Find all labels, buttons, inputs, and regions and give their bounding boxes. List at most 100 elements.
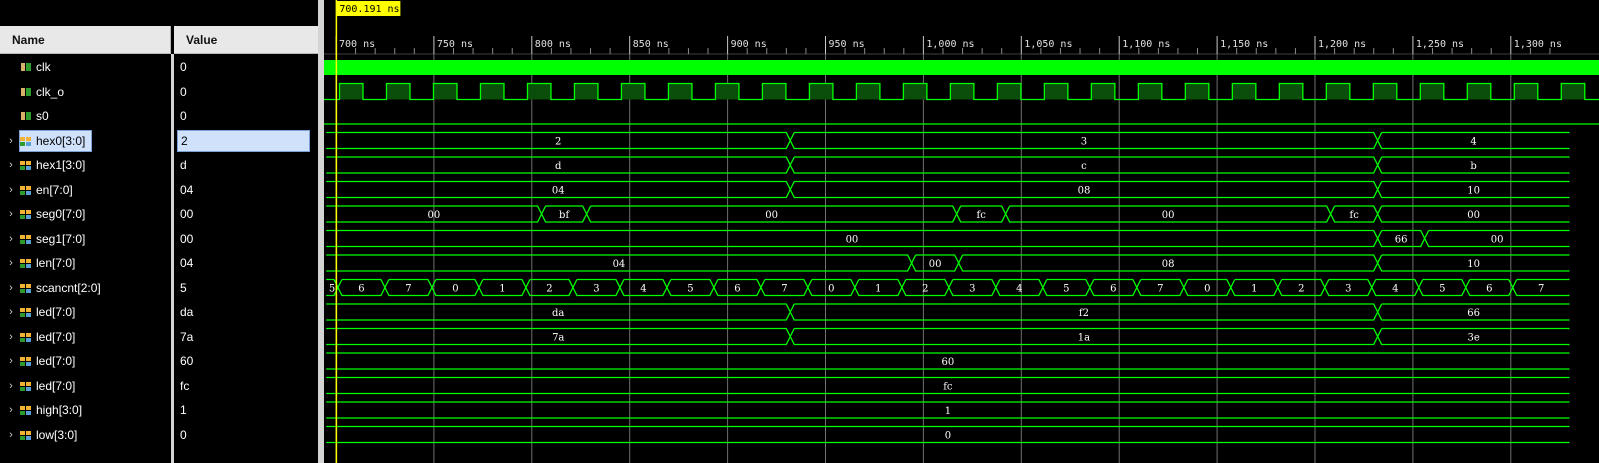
chevron-right-icon[interactable]: › bbox=[9, 281, 13, 294]
bus-segment bbox=[1512, 278, 1570, 297]
bus-segment bbox=[1376, 131, 1570, 150]
bus-value-label: 3 bbox=[593, 284, 599, 295]
pane-splitter[interactable] bbox=[318, 0, 324, 463]
signal-row[interactable]: s0 0 bbox=[0, 104, 318, 129]
signal-row[interactable]: › led[7:0] 60 bbox=[0, 349, 318, 374]
bus-value-label: 1a bbox=[1078, 333, 1090, 344]
bus-signal-icon bbox=[20, 136, 31, 146]
bus-signal-icon bbox=[20, 234, 31, 244]
bus-value-label: 10 bbox=[1467, 186, 1480, 197]
bus-value-label: 66 bbox=[1395, 235, 1408, 246]
bus-signal-icon bbox=[20, 161, 31, 170]
chevron-right-icon[interactable]: › bbox=[9, 428, 13, 441]
bus-segment bbox=[854, 278, 903, 297]
signal-row[interactable]: › led[7:0] da bbox=[0, 300, 318, 325]
bus-segment bbox=[1089, 278, 1138, 297]
timeline-label: 700 ns bbox=[339, 39, 375, 50]
signal-name: led[7:0] bbox=[36, 329, 76, 344]
clock-high-fill bbox=[1467, 83, 1491, 100]
bus-segment bbox=[1371, 278, 1420, 297]
chevron-right-icon[interactable]: › bbox=[9, 355, 13, 367]
bus-segment bbox=[789, 303, 1379, 321]
bus-value-label: 00 bbox=[1491, 235, 1504, 246]
bus-segment bbox=[619, 278, 668, 297]
bus-value-label: 0 bbox=[452, 284, 458, 295]
name-column-header[interactable]: Name bbox=[0, 26, 171, 54]
signal-row[interactable]: › led[7:0] fc bbox=[0, 374, 318, 399]
bus-value-label: 2 bbox=[555, 137, 561, 148]
chevron-right-icon[interactable]: › bbox=[9, 330, 13, 343]
bus-value-label: 6 bbox=[734, 284, 740, 295]
bus-segment bbox=[1230, 278, 1279, 297]
bit-signal-icon bbox=[21, 87, 31, 96]
clock-high-fill bbox=[339, 83, 363, 100]
chevron-right-icon[interactable]: › bbox=[9, 232, 13, 245]
chevron-right-icon[interactable]: › bbox=[9, 257, 13, 269]
signal-value: da bbox=[180, 305, 194, 319]
bus-value-label: 08 bbox=[1078, 186, 1091, 197]
chevron-right-icon[interactable]: › bbox=[9, 134, 13, 147]
bit-signal-icon bbox=[21, 63, 31, 71]
chevron-right-icon[interactable]: › bbox=[9, 208, 13, 220]
signal-value: 2 bbox=[177, 129, 310, 152]
signal-value: 0 bbox=[180, 60, 187, 74]
signal-row[interactable]: › en[7:0] 04 bbox=[0, 178, 318, 203]
signal-name: seg0[7:0] bbox=[36, 207, 86, 221]
bus-value-label: 1 bbox=[945, 406, 951, 417]
signal-row[interactable]: › len[7:0] 04 bbox=[0, 251, 318, 276]
bus-segment bbox=[431, 278, 480, 297]
value-column-header[interactable]: Value bbox=[174, 26, 318, 54]
signal-row[interactable]: › seg0[7:0] 00 bbox=[0, 202, 318, 227]
bus-value-label: c bbox=[1081, 161, 1087, 172]
chevron-right-icon[interactable]: › bbox=[9, 159, 13, 171]
signal-row[interactable]: › scancnt[2:0] 5 bbox=[0, 276, 318, 301]
bus-value-label: 60 bbox=[942, 357, 955, 368]
bus-value-label: 4 bbox=[640, 284, 646, 295]
chevron-right-icon[interactable]: › bbox=[9, 404, 13, 416]
chevron-right-icon[interactable]: › bbox=[9, 379, 13, 392]
bus-segment bbox=[789, 180, 1379, 199]
clock-high-fill bbox=[1091, 83, 1115, 100]
signal-name: hex1[3:0] bbox=[36, 158, 86, 172]
clock-waveform bbox=[324, 82, 1599, 101]
signal-row[interactable]: › low[3:0] 0 bbox=[0, 423, 318, 448]
timeline-label: 1,050 ns bbox=[1024, 39, 1072, 50]
clock-high-fill bbox=[1326, 83, 1350, 100]
clock-high-fill bbox=[1044, 83, 1068, 100]
signal-row[interactable]: clk_o 0 bbox=[0, 80, 318, 105]
bus-signal-icon bbox=[20, 381, 31, 391]
chevron-right-icon[interactable]: › bbox=[9, 183, 13, 196]
bus-value-label: d bbox=[555, 161, 562, 172]
bus-value-label: 66 bbox=[1467, 308, 1480, 319]
signal-row[interactable]: › seg1[7:0] 00 bbox=[0, 227, 318, 252]
bus-segment bbox=[585, 205, 958, 223]
timeline-label: 1,300 ns bbox=[1514, 39, 1562, 50]
bus-value-label: 3 bbox=[1345, 284, 1351, 295]
signal-value: fc bbox=[180, 378, 190, 393]
signal-row[interactable]: clk 0 bbox=[0, 55, 318, 80]
timeline-label: 750 ns bbox=[437, 39, 473, 50]
signal-name: led[7:0] bbox=[36, 305, 76, 319]
signal-row[interactable]: › led[7:0] 7a bbox=[0, 325, 318, 350]
bus-value-label: 08 bbox=[1162, 259, 1175, 270]
bus-value-label: 00 bbox=[765, 210, 778, 221]
bus-value-label: 04 bbox=[552, 186, 565, 197]
clock-high-fill bbox=[574, 83, 598, 100]
bus-segment bbox=[760, 278, 809, 297]
clock-high-fill bbox=[433, 83, 457, 100]
signal-row[interactable]: › hex1[3:0] d bbox=[0, 153, 318, 178]
signal-row[interactable]: › high[3:0] 1 bbox=[0, 398, 318, 423]
bus-value-label: 4 bbox=[1016, 284, 1022, 295]
chevron-right-icon[interactable]: › bbox=[9, 306, 13, 318]
waveform-panel[interactable]: 700 ns 750 ns 800 ns 850 ns 900 ns 950 ns 1,00… bbox=[324, 0, 1599, 463]
bus-segment bbox=[910, 254, 960, 272]
clock-high-fill bbox=[527, 83, 551, 100]
clock-waveform bbox=[324, 60, 1599, 75]
bus-value-label: 7 bbox=[1538, 284, 1544, 295]
signal-row[interactable]: › hex0[3:0] 2 bbox=[0, 129, 318, 154]
column-divider[interactable] bbox=[171, 54, 174, 463]
waveform-canvas[interactable]: 700 ns 750 ns 800 ns 850 ns 900 ns 950 ns 1,00… bbox=[324, 0, 1599, 463]
bus-signal-icon bbox=[20, 406, 31, 415]
bus-value-label: 2 bbox=[1298, 284, 1304, 295]
bus-signal-icon bbox=[20, 357, 31, 366]
